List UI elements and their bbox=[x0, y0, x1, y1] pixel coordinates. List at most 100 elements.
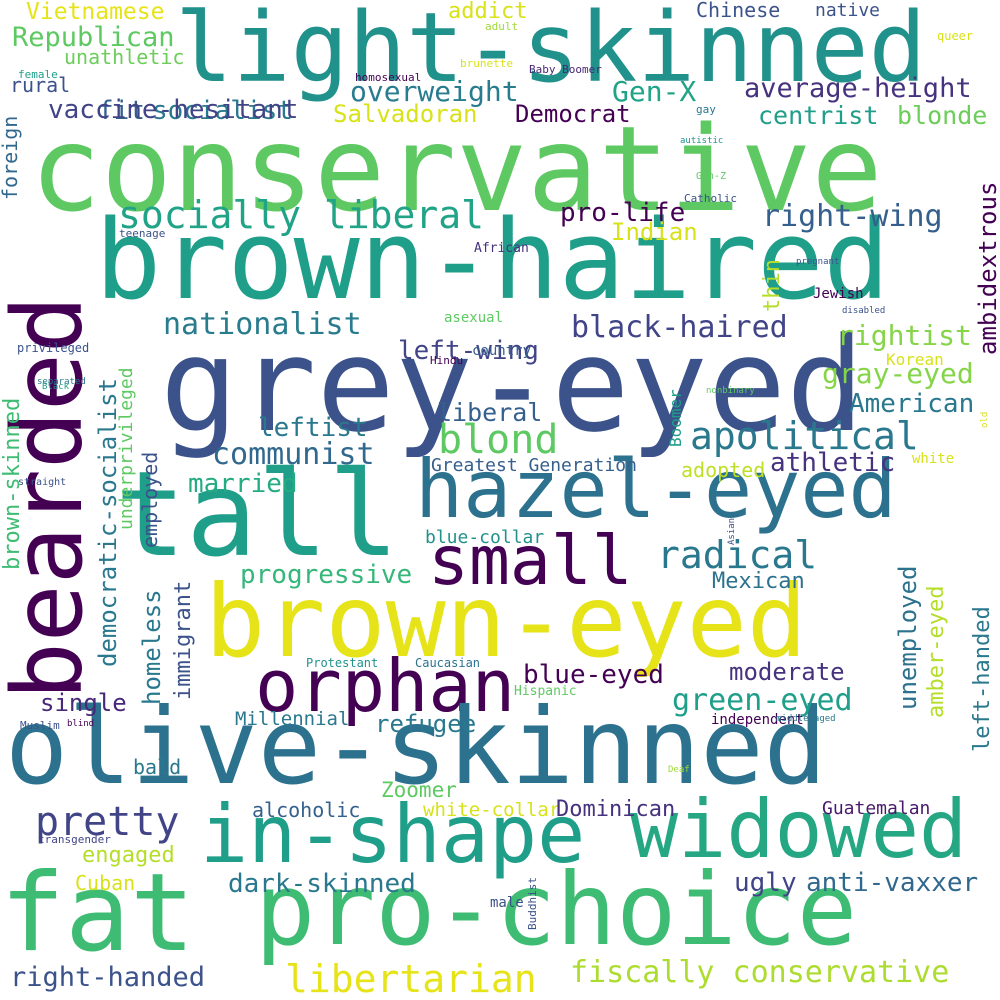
cloud-word: autistic bbox=[680, 136, 724, 146]
cloud-word: Cuban bbox=[75, 871, 136, 895]
cloud-word: transgender bbox=[38, 833, 111, 846]
cloud-word: ambidextrous bbox=[974, 181, 1000, 355]
cloud-word: Deaf bbox=[668, 765, 690, 775]
cloud-word: white-collar bbox=[423, 799, 561, 821]
cloud-word: underprivileged bbox=[116, 367, 137, 530]
cloud-word: blue-collar bbox=[425, 527, 545, 548]
cloud-word: Gen-Z bbox=[696, 171, 727, 182]
cloud-word: straight bbox=[18, 477, 67, 488]
cloud-word: socialist bbox=[152, 96, 293, 126]
cloud-word: unathletic bbox=[64, 45, 185, 69]
cloud-word: foreign bbox=[0, 115, 22, 200]
cloud-word: hazel-eyed bbox=[415, 443, 897, 536]
cloud-word: gray-eyed bbox=[822, 357, 974, 390]
cloud-word: Korean bbox=[886, 350, 944, 369]
cloud-word: pregnant bbox=[796, 257, 840, 267]
cloud-word: overweight bbox=[350, 75, 519, 108]
cloud-word: athletic bbox=[770, 448, 896, 478]
cloud-word: amber-eyed bbox=[924, 585, 949, 718]
cloud-word: Mexican bbox=[712, 569, 805, 594]
cloud-word: dark-skinned bbox=[228, 869, 416, 899]
cloud-word: Boomer bbox=[666, 389, 685, 447]
cloud-word: separated bbox=[37, 377, 86, 387]
cloud-word: blond bbox=[438, 417, 559, 463]
cloud-word: independent bbox=[711, 712, 804, 728]
cloud-word: olive-skinned bbox=[5, 686, 827, 808]
cloud-word: Asian bbox=[727, 517, 737, 545]
cloud-word: thin bbox=[760, 259, 785, 312]
cloud-word: grey-eyed bbox=[160, 309, 865, 461]
cloud-word: communist bbox=[212, 437, 375, 472]
cloud-word: Chinese bbox=[696, 0, 781, 22]
cloud-word: conservative bbox=[30, 100, 883, 238]
cloud-word: queer bbox=[937, 29, 974, 43]
cloud-word: right-handed bbox=[10, 962, 206, 993]
cloud-word: ugly bbox=[734, 868, 797, 898]
cloud-word: Hispanic bbox=[514, 684, 577, 699]
cloud-word: male bbox=[490, 895, 524, 911]
cloud-word: country bbox=[472, 343, 532, 359]
cloud-word: tall bbox=[115, 445, 400, 583]
cloud-word: Democrat bbox=[515, 100, 631, 128]
cloud-word: Republican bbox=[12, 22, 175, 53]
cloud-word: brown-skinned bbox=[0, 397, 25, 570]
cloud-word: libertarian bbox=[285, 957, 537, 1000]
cloud-word: middle-aged bbox=[776, 714, 836, 724]
cloud-word: small bbox=[428, 522, 633, 601]
cloud-word: single bbox=[40, 689, 127, 717]
cloud-word: Guatemalan bbox=[822, 798, 931, 819]
cloud-word: alcoholic bbox=[252, 798, 361, 822]
cloud-word: Protestant bbox=[306, 656, 379, 670]
cloud-word: average-height bbox=[744, 73, 972, 104]
cloud-word: left-handed bbox=[970, 606, 995, 752]
cloud-word: white bbox=[912, 451, 955, 467]
cloud-word: nonbinary bbox=[706, 386, 755, 396]
cloud-word: vaccine-hesitant bbox=[48, 95, 299, 125]
cloud-word: brown-haired bbox=[95, 196, 890, 324]
cloud-word: in-shape bbox=[200, 788, 586, 881]
cloud-word: liberal bbox=[437, 398, 543, 427]
cloud-word: blue-eyed bbox=[523, 660, 664, 690]
cloud-word: pro-life bbox=[560, 198, 686, 228]
cloud-word: Black bbox=[42, 382, 70, 392]
cloud-word: engaged bbox=[82, 843, 175, 868]
cloud-word: blonde bbox=[897, 101, 988, 130]
cloud-word: light-skinned bbox=[175, 0, 927, 104]
cloud-word: Catholic bbox=[684, 192, 737, 205]
cloud-word: female bbox=[18, 68, 58, 81]
cloud-word: gay bbox=[696, 103, 716, 116]
cloud-word: asexual bbox=[444, 310, 504, 326]
cloud-word: unemployed bbox=[894, 565, 922, 711]
cloud-word: Millennial bbox=[235, 708, 350, 730]
cloud-word: orphan bbox=[255, 644, 516, 728]
cloud-word: pro-choice bbox=[255, 851, 858, 968]
cloud-word: rural bbox=[10, 73, 71, 97]
cloud-word: Hindu bbox=[430, 354, 464, 367]
cloud-word: Caucasian bbox=[415, 656, 481, 670]
cloud-word: Zoomer bbox=[381, 778, 457, 802]
cloud-word: brunette bbox=[460, 57, 513, 70]
cloud-word: Gen-X bbox=[612, 75, 697, 108]
cloud-word: African bbox=[474, 241, 529, 256]
cloud-word: leftist bbox=[258, 413, 368, 443]
cloud-word: fat bbox=[0, 851, 196, 976]
cloud-word: Dominican bbox=[556, 797, 676, 822]
cloud-word: addict bbox=[448, 0, 528, 24]
cloud-word: fit bbox=[98, 96, 145, 126]
cloud-word: rightist bbox=[837, 319, 972, 352]
cloud-word: brown-eyed bbox=[205, 563, 808, 680]
cloud-word: native bbox=[815, 0, 881, 21]
cloud-word: privileged bbox=[17, 341, 90, 355]
cloud-word: fiscally conservative bbox=[570, 955, 950, 990]
cloud-word: employed bbox=[138, 451, 162, 548]
cloud-word: right-wing bbox=[762, 199, 943, 234]
cloud-word: homeless bbox=[138, 589, 166, 705]
cloud-word: apolitical bbox=[690, 414, 919, 458]
cloud-word: Muslim bbox=[20, 719, 60, 732]
cloud-word: Greatest Generation bbox=[431, 455, 637, 476]
cloud-word: American bbox=[849, 389, 975, 419]
cloud-word: radical bbox=[657, 533, 818, 577]
cloud-word: Indian bbox=[611, 218, 698, 246]
cloud-word: green-eyed bbox=[672, 683, 853, 718]
